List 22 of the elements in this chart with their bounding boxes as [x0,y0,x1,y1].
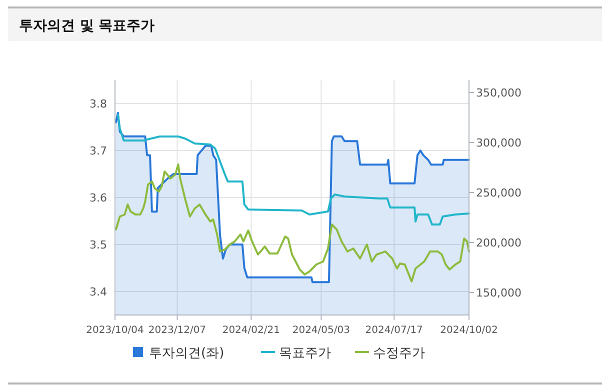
y-tick-label: 3.7 [90,144,107,158]
chart-title: 투자의견 및 목표주가 [19,18,155,34]
y2-tick-label: 350,000 [476,86,522,100]
x-tick-label: 2024/10/02 [440,325,498,336]
x-tick-label: 2024/07/17 [365,325,423,336]
x-tick-label: 2024/05/03 [292,325,350,336]
legend-label: 투자의견(좌) [149,346,224,361]
line-series [116,114,470,226]
line-series [114,164,470,282]
legend-label: 수정주가 [373,346,425,361]
y-tick-label: 3.6 [90,192,107,204]
y2-tick-label: 250,000 [476,186,522,200]
y-tick-label: 3.4 [90,286,107,298]
y2-tick-label: 300,000 [476,136,522,150]
legend-label: 목표주가 [279,346,331,361]
y-tick-label: 3.5 [90,238,107,252]
y-tick-label: 3.8 [90,98,107,110]
x-tick-label: 2023/12/07 [148,325,206,336]
y2-tick-label: 200,000 [476,236,522,250]
x-tick-label: 2024/02/21 [222,325,280,336]
y2-tick-label: 150,000 [476,286,522,300]
x-tick-label: 2023/10/04 [86,325,144,336]
